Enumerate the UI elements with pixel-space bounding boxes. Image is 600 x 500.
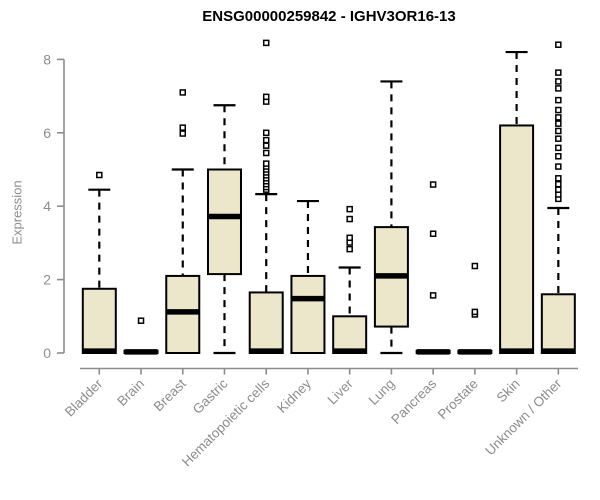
outlier-point	[262, 93, 270, 101]
outlier-point	[555, 85, 562, 92]
outlier-point	[555, 114, 562, 121]
boxplot-group-gastric: Gastric	[190, 104, 242, 417]
outlier-point	[262, 136, 270, 144]
outlier-point	[555, 186, 562, 193]
y-tick-label: 8	[43, 51, 51, 67]
y-tick-label: 0	[43, 345, 51, 361]
outlier-point	[555, 78, 562, 85]
x-category-label: Gastric	[190, 376, 231, 417]
boxplot-group-lung: Lung	[366, 80, 409, 408]
outlier-point	[262, 39, 270, 47]
outlier-point	[555, 163, 562, 170]
outlier-point	[555, 180, 562, 188]
outlier-point	[555, 106, 562, 114]
x-category-label: Skin	[494, 376, 523, 405]
iqr-box	[499, 124, 535, 354]
outlier-point	[96, 171, 103, 179]
iqr-box	[332, 315, 368, 354]
boxplot-group-bladder: Bladder	[62, 171, 117, 420]
x-category-label: Liver	[325, 376, 357, 408]
outlier-point	[555, 175, 562, 182]
chart-title: ENSG00000259842 - IGHV3OR16-13	[202, 8, 456, 25]
outlier-point	[346, 205, 353, 213]
boxplot-group-breast: Breast	[151, 89, 201, 414]
outlier-point	[346, 234, 353, 242]
outlier-point	[429, 181, 437, 188]
outlier-point	[179, 130, 187, 137]
boxplot-group-prostate: Prostate	[435, 262, 493, 422]
x-category-label: Prostate	[435, 376, 481, 422]
outlier-point	[137, 317, 145, 324]
outlier-point	[179, 124, 187, 131]
iqr-box	[81, 287, 117, 354]
x-category-label: Pancreas	[388, 376, 439, 427]
x-category-label: Kidney	[274, 376, 314, 416]
outlier-point	[555, 96, 562, 104]
outlier-point	[555, 41, 562, 48]
boxplot-group-skin: Skin	[494, 50, 535, 405]
outlier-point	[179, 89, 187, 96]
iqr-box	[290, 274, 326, 354]
x-category-label: Unknown / Other	[482, 376, 565, 459]
iqr-box	[248, 291, 284, 355]
outlier-point	[262, 142, 270, 149]
outlier-point	[471, 308, 479, 316]
outlier-point	[471, 262, 479, 270]
boxplot-group-liver: Liver	[325, 205, 368, 408]
outlier-point	[429, 292, 437, 299]
x-category-label: Bladder	[62, 376, 106, 420]
y-tick-label: 4	[43, 198, 51, 214]
outlier-point	[555, 69, 562, 76]
outlier-point	[346, 215, 353, 223]
x-category-label: Brain	[114, 376, 147, 409]
y-tick-label: 6	[43, 125, 51, 141]
outlier-point	[262, 149, 270, 157]
outlier-point	[555, 153, 562, 160]
outlier-point	[346, 245, 353, 253]
outlier-point	[555, 135, 562, 142]
outlier-point	[555, 127, 562, 135]
outlier-point	[555, 144, 562, 152]
y-tick-label: 2	[43, 272, 51, 288]
outlier-point	[555, 120, 562, 127]
outlier-point	[429, 230, 437, 237]
x-category-label: Breast	[151, 376, 189, 414]
iqr-box	[206, 168, 242, 276]
boxplot-group-brain: Brain	[114, 317, 159, 409]
outlier-point	[262, 160, 270, 167]
iqr-box	[540, 293, 576, 354]
x-category-label: Lung	[366, 376, 398, 408]
outlier-point	[262, 129, 270, 137]
